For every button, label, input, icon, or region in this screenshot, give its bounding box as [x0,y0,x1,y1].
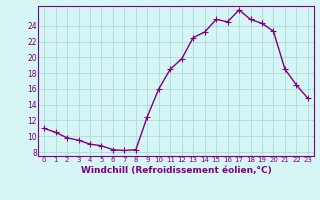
X-axis label: Windchill (Refroidissement éolien,°C): Windchill (Refroidissement éolien,°C) [81,166,271,175]
